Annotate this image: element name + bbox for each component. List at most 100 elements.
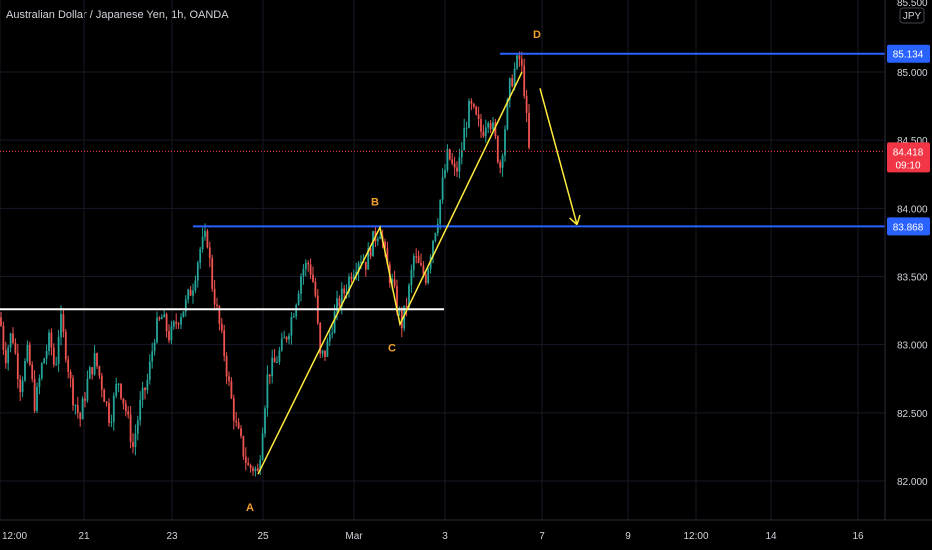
candle-body <box>352 274 355 280</box>
candle-body <box>184 299 187 312</box>
candle-body <box>134 433 137 447</box>
candle-body <box>139 399 142 421</box>
candle-body <box>218 306 221 324</box>
candle-body <box>196 262 199 281</box>
candle-body <box>448 149 451 160</box>
candle-body <box>84 398 86 401</box>
candle-body <box>429 256 432 269</box>
candle-body <box>345 291 348 294</box>
candle-body <box>290 317 293 336</box>
candle-body <box>295 304 298 317</box>
candle-body <box>501 155 504 168</box>
candle-body <box>321 350 324 354</box>
candle-body <box>216 304 218 307</box>
projection-arrow-head <box>576 214 581 225</box>
candle-body <box>235 420 238 423</box>
candle-body <box>189 289 192 296</box>
candle-body <box>484 127 487 137</box>
candle-body <box>513 68 516 87</box>
candle-body <box>436 223 439 234</box>
candle-body <box>482 131 485 137</box>
candle-body <box>156 317 158 343</box>
level-price-tag <box>887 44 930 63</box>
candle-body <box>72 378 74 406</box>
candle-body <box>487 123 490 128</box>
candle-body <box>220 323 223 331</box>
x-tick-label: 9 <box>625 531 631 542</box>
x-tick-label: 14 <box>765 531 777 542</box>
wave-label-c: C <box>388 342 396 354</box>
candle-body <box>408 285 410 307</box>
candle-body <box>26 344 29 361</box>
time-axis[interactable]: 12:00 21 23 25 Mar 3 7 9 12:00 14 16 <box>0 519 932 542</box>
candle-body <box>201 236 204 249</box>
candle-body <box>499 162 502 168</box>
abcd-pattern-line <box>257 71 523 475</box>
candle-body <box>88 367 91 379</box>
candle-body <box>453 163 456 168</box>
candle-body <box>343 288 346 294</box>
candle-body <box>496 136 499 163</box>
candle-body <box>86 378 89 401</box>
candle-body <box>28 344 31 365</box>
candle-body <box>168 331 170 341</box>
candle-body <box>55 363 58 365</box>
candle-body <box>175 321 178 324</box>
candle-body <box>424 274 427 283</box>
candle-body <box>223 330 226 356</box>
candle-body <box>422 265 425 275</box>
candle-body <box>153 342 156 352</box>
candle-body <box>192 290 194 296</box>
candle-body <box>170 326 173 341</box>
candle-body <box>247 462 250 466</box>
candle-body <box>417 256 420 263</box>
level-price-tag-label: 85.134 <box>893 50 924 61</box>
candle-body <box>477 114 480 120</box>
candle-body <box>525 96 528 113</box>
candle-body <box>206 230 209 248</box>
candle-body <box>420 262 422 266</box>
candle-body <box>398 309 401 313</box>
candle-body <box>0 317 2 326</box>
candle-body <box>127 411 130 415</box>
price-axis[interactable]: 82.000 82.500 83.000 83.500 84.000 84.500 85.0… <box>884 0 928 520</box>
candle-body <box>2 325 5 351</box>
candle-body <box>242 436 245 457</box>
candle-body <box>415 256 418 258</box>
candle-body <box>372 231 374 257</box>
candle-body <box>21 380 24 392</box>
candle-body <box>468 100 470 128</box>
candle-body <box>165 314 168 332</box>
candle-body <box>364 261 367 270</box>
candle-body <box>230 380 233 399</box>
candle-body <box>91 367 94 375</box>
y-tick-label: 82.500 <box>897 409 928 420</box>
candle-body <box>506 99 509 130</box>
candle-body <box>136 420 139 434</box>
candle-body <box>456 167 458 172</box>
candle-body <box>93 353 96 375</box>
candle-body <box>48 332 50 352</box>
candle-body <box>256 468 259 471</box>
y-tick-label: 84.000 <box>897 204 928 215</box>
candle-body <box>141 387 144 400</box>
candle-body <box>81 398 84 420</box>
candle-body <box>516 55 518 69</box>
level-price-tag <box>887 217 930 236</box>
candle-body <box>336 298 338 312</box>
candle-body <box>480 119 482 132</box>
candle-body <box>103 389 106 402</box>
candle-body <box>62 314 65 332</box>
candle-body <box>163 314 166 318</box>
x-tick-label: 25 <box>257 531 269 542</box>
currency-badge-label: JPY <box>903 11 922 22</box>
candle-body <box>300 276 302 294</box>
candle-body <box>16 353 19 380</box>
candle-body <box>96 353 98 367</box>
candle-body <box>528 112 530 148</box>
candle-body <box>24 360 26 381</box>
candle-body <box>108 402 110 423</box>
candle-body <box>50 332 53 348</box>
candle-body <box>100 375 103 390</box>
